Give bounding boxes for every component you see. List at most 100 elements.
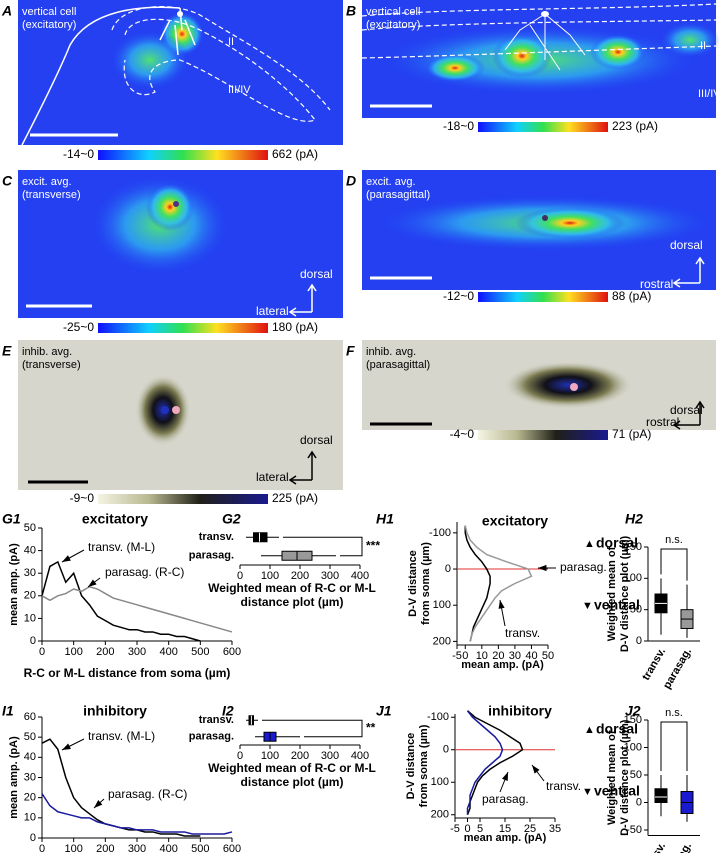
- x-tick-label: -5: [450, 823, 460, 835]
- data-line: [41, 793, 233, 835]
- soma: [177, 11, 183, 17]
- y-tick-label: 50: [630, 769, 642, 781]
- arrow-head: [62, 555, 71, 562]
- category-label: transv.: [640, 646, 668, 683]
- panel-caption: (parasagittal): [366, 359, 430, 371]
- x-tick-label: 500: [191, 843, 209, 853]
- y-axis-label: from soma (µm): [418, 724, 430, 807]
- x-tick-label: 100: [261, 750, 279, 762]
- annotation: parasag. (R-C): [108, 787, 187, 801]
- annotation: transv. (M-L): [88, 540, 155, 554]
- orientation-label: dorsal: [300, 433, 333, 447]
- category-label: transv.: [199, 531, 234, 543]
- arrow-head: [62, 743, 71, 750]
- annotation: parasag. (R-C): [105, 565, 184, 579]
- y-axis-label: from soma (µm): [420, 542, 432, 625]
- colorbar-min: -18~0: [443, 119, 474, 133]
- y-tick-label: 60: [24, 711, 36, 723]
- layer-boundary: [111, 5, 331, 122]
- cell-outline: [504, 13, 586, 71]
- orientation-label: rostral: [646, 415, 679, 429]
- chart-title: inhibitory: [83, 703, 147, 719]
- heatmap-blob: [425, 54, 485, 82]
- panel-caption: inhib. avg.: [366, 346, 416, 358]
- annotation: parasag.: [482, 792, 529, 806]
- y-axis-label: mean amp. (pA): [8, 736, 20, 819]
- x-tick-label: 0: [237, 570, 243, 582]
- chart-title: excitatory: [482, 513, 548, 529]
- colorbar-max: 223 (pA): [612, 119, 658, 133]
- orientation-label: lateral: [256, 304, 289, 318]
- colorbar-min: -9~0: [70, 491, 95, 505]
- data-line: [41, 585, 233, 633]
- arrow-head: [94, 800, 103, 808]
- x-tick-label: 5: [477, 823, 483, 835]
- heatmap-blob: [146, 183, 194, 231]
- orientation-label: lateral: [256, 470, 289, 484]
- annotation: ventral: [594, 783, 640, 799]
- annotation: parasag.: [560, 560, 607, 574]
- cell-outline: [21, 6, 196, 146]
- colorbar-max: 88 (pA): [612, 289, 651, 303]
- y-tick-label: 200: [433, 635, 451, 647]
- y-tick-label: 0: [636, 635, 642, 647]
- y-tick-label: 10: [24, 612, 36, 624]
- y-tick-label: 50: [24, 731, 36, 743]
- x-tick-label: 20: [492, 650, 504, 662]
- data-line: [466, 710, 504, 815]
- heatmap-blob: [590, 34, 646, 70]
- heatmap-blob: [515, 207, 625, 239]
- direction-marker: ▼: [582, 786, 593, 798]
- y-tick-label: 200: [431, 809, 449, 821]
- panel-caption: (excitatory): [22, 19, 76, 31]
- x-tick-label: 500: [191, 646, 209, 658]
- y-tick-label: 40: [24, 545, 36, 557]
- heatmap-blob: [110, 30, 190, 90]
- panel-letter: F: [346, 343, 355, 359]
- arrow-head: [538, 564, 547, 572]
- colorbar: [478, 122, 608, 132]
- panel-letter: J2: [625, 703, 641, 719]
- data-line: [466, 710, 524, 816]
- x-tick-label: 600: [223, 843, 241, 853]
- panel-caption: (parasagittal): [366, 189, 430, 201]
- significance-bracket: [262, 719, 363, 738]
- soma: [541, 11, 549, 17]
- layer-boundary: [361, 3, 717, 59]
- significance-label: ***: [366, 539, 380, 553]
- x-tick-label: 300: [128, 843, 146, 853]
- significance-bracket: [660, 548, 688, 581]
- arrow-head: [501, 772, 508, 781]
- data-line: [464, 525, 533, 642]
- y-tick-label: 0: [30, 832, 36, 844]
- x-tick-label: 0: [462, 650, 468, 662]
- x-axis-label: Weighted mean of R-C or M-L: [208, 761, 376, 775]
- direction-marker: ▲: [584, 538, 595, 550]
- x-axis-label: distance plot (µm): [241, 775, 344, 789]
- y-tick-label: 100: [624, 572, 642, 584]
- soma-marker: [570, 383, 578, 391]
- orientation-arrows: [672, 400, 705, 430]
- colorbar: [478, 292, 608, 302]
- x-axis-label: mean amp. (pA): [461, 659, 544, 671]
- x-tick-label: 200: [96, 646, 114, 658]
- layer-label: II: [228, 36, 234, 48]
- direction-marker: ▼: [582, 600, 593, 612]
- x-tick-label: 200: [291, 570, 309, 582]
- x-tick-label: 30: [509, 650, 521, 662]
- y-axis-label: Weighted mean of: [606, 546, 618, 641]
- y-tick-label: 100: [624, 741, 642, 753]
- y-axis-label: D-V distance plot (µm): [619, 535, 631, 652]
- x-tick-label: 0: [39, 843, 45, 853]
- x-tick-label: 100: [64, 843, 82, 853]
- significance-label: **: [366, 721, 376, 735]
- y-tick-label: -50: [626, 824, 642, 836]
- annotation: dorsal: [596, 535, 638, 551]
- x-tick-label: 0: [464, 823, 470, 835]
- significance-label: n.s.: [665, 534, 683, 546]
- y-tick-label: 50: [630, 604, 642, 616]
- x-tick-label: 100: [261, 570, 279, 582]
- colorbar-min: -25~0: [63, 320, 94, 334]
- significance-label: n.s.: [665, 707, 683, 719]
- annotation: ventral: [594, 597, 640, 613]
